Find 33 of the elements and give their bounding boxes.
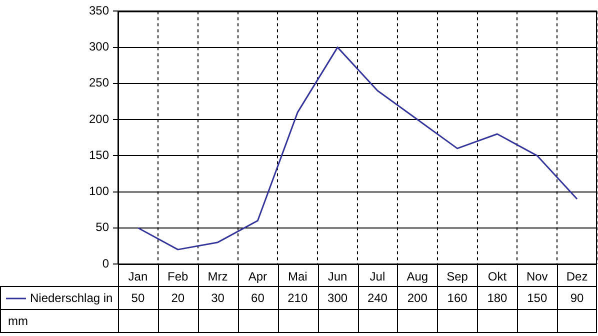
data-label: 60 — [251, 290, 265, 305]
x-tick-label: Mrz — [208, 270, 228, 284]
y-tick-label: 150 — [88, 148, 110, 162]
y-tick-label: 50 — [96, 220, 110, 234]
data-label: 180 — [487, 290, 508, 305]
y-tick-label: 250 — [88, 76, 110, 90]
data-label: 20 — [171, 290, 185, 305]
x-tick-label: Dez — [566, 270, 588, 284]
y-tick-label: 100 — [88, 184, 110, 198]
data-label: 160 — [447, 290, 468, 305]
data-label: 30 — [211, 290, 225, 305]
x-tick-label: Jan — [128, 270, 148, 284]
x-tick-label: Apr — [248, 270, 268, 284]
data-label: 240 — [367, 290, 388, 305]
data-label: 50 — [131, 290, 145, 305]
data-label: 300 — [328, 290, 348, 305]
x-tick-label: Jun — [328, 270, 348, 284]
data-label: 200 — [407, 290, 428, 305]
y-tick-label: 350 — [88, 4, 110, 18]
x-tick-label: Nov — [526, 270, 548, 284]
x-tick-label: Aug — [406, 270, 428, 284]
data-label: 90 — [570, 290, 584, 305]
legend-label: Niederschlag in mm — [8, 290, 113, 328]
x-tick-label: Jul — [370, 270, 386, 284]
x-tick-label: Okt — [488, 270, 508, 284]
y-tick-label: 200 — [88, 112, 110, 126]
y-tick-label: 300 — [88, 40, 110, 54]
data-label: 150 — [527, 290, 548, 305]
x-tick-label: Sep — [446, 270, 468, 284]
data-label: 210 — [288, 290, 308, 305]
x-tick-label: Mai — [288, 270, 308, 284]
y-tick-label: 0 — [102, 256, 110, 270]
x-tick-label: Feb — [168, 270, 189, 284]
